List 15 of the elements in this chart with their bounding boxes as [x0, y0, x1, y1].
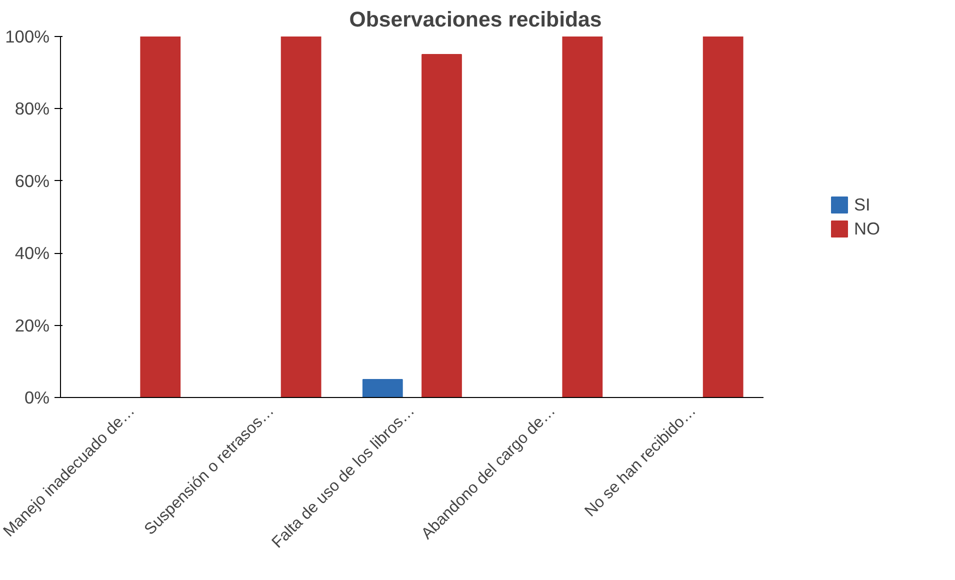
- y-tick-label: 20%: [14, 315, 50, 336]
- chart-title: Observaciones recibidas: [349, 8, 602, 32]
- y-tick-label: 80%: [14, 98, 50, 119]
- bar: [422, 54, 462, 398]
- legend-label: SI: [854, 194, 872, 215]
- legend-label: NO: [854, 218, 880, 239]
- y-tick-label: 0%: [24, 388, 50, 408]
- bar: [702, 36, 744, 398]
- y-tick-label: 60%: [14, 170, 50, 191]
- bar: [280, 36, 322, 398]
- y-tick-label: 100%: [5, 26, 50, 46]
- y-tick-label: 40%: [14, 243, 50, 264]
- bar: [362, 378, 403, 398]
- bar: [140, 36, 181, 398]
- bar: [562, 36, 603, 398]
